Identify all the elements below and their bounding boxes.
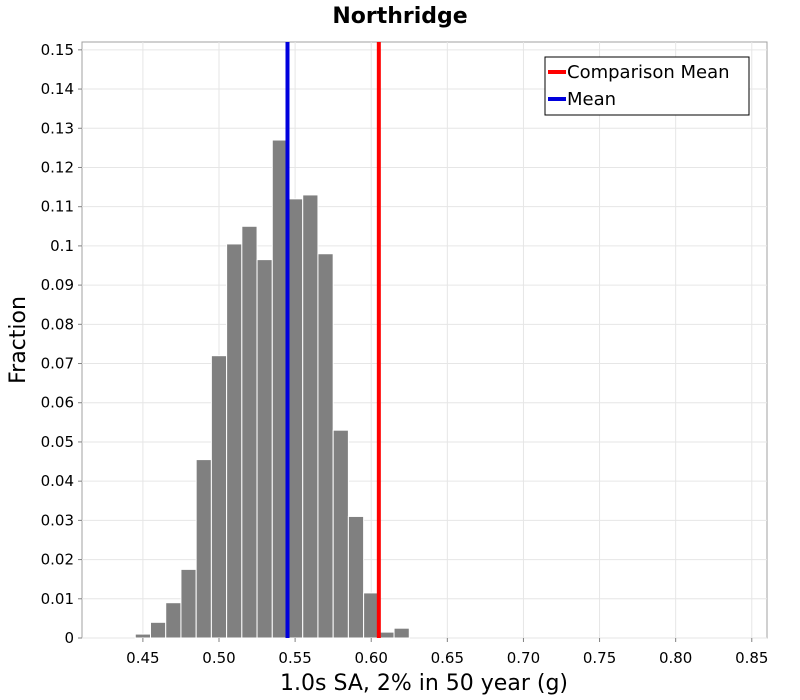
mean-lines [285, 42, 381, 638]
histogram-bar [210, 355, 228, 639]
y-tick-label: 0.02 [41, 551, 74, 569]
histogram-bars [134, 139, 410, 639]
y-tick-label: 0.09 [41, 276, 74, 294]
legend: Comparison Mean Mean [544, 56, 750, 116]
histogram-bar [226, 243, 243, 639]
x-tick-label: 0.80 [659, 649, 692, 667]
x-tick-label: 0.65 [431, 649, 464, 667]
x-axis-ticks: 0.45 0.50 0.55 0.60 0.65 0.70 0.75 0.80 0.85 [126, 638, 768, 667]
legend-label-comparison-mean: Comparison Mean [567, 62, 730, 83]
histogram-bar [347, 515, 365, 639]
y-tick-label: 0.14 [41, 80, 74, 98]
y-tick-label: 0 [64, 629, 74, 647]
histogram-bar [134, 633, 151, 639]
legend-box [544, 56, 750, 116]
histogram-bar [287, 198, 304, 639]
x-tick-label: 0.50 [202, 649, 235, 667]
histogram-bar [150, 621, 167, 639]
y-tick-label: 0.01 [41, 590, 74, 608]
y-axis-label: Fraction [6, 296, 31, 384]
y-tick-label: 0.05 [41, 433, 74, 451]
histogram-bar [317, 253, 334, 639]
x-tick-label: 0.55 [278, 649, 311, 667]
histogram-bar [241, 225, 258, 639]
x-tick-label: 0.45 [126, 649, 159, 667]
y-tick-label: 0.04 [41, 472, 74, 490]
y-tick-label: 0.1 [50, 237, 74, 255]
y-tick-label: 0.15 [41, 41, 74, 59]
histogram-bar [256, 259, 273, 639]
x-axis-label: 1.0s SA, 2% in 50 year (g) [280, 671, 568, 696]
y-tick-label: 0.11 [41, 198, 74, 216]
y-tick-label: 0.06 [41, 394, 74, 412]
histogram-bar [332, 429, 349, 639]
histogram-bar [302, 194, 319, 639]
x-tick-label: 0.85 [735, 649, 768, 667]
x-tick-label: 0.70 [507, 649, 540, 667]
y-tick-label: 0.03 [41, 511, 74, 529]
chart-title: Northridge [332, 4, 467, 29]
histogram-bar [363, 592, 380, 639]
y-tick-label: 0.07 [41, 355, 74, 373]
legend-label-mean: Mean [567, 89, 616, 110]
histogram-bar [271, 139, 288, 639]
y-tick-label: 0.13 [41, 119, 74, 137]
histogram-bar [393, 627, 410, 639]
histogram-bar [378, 631, 395, 639]
x-tick-label: 0.75 [583, 649, 616, 667]
y-tick-label: 0.12 [41, 158, 74, 176]
y-tick-label: 0.08 [41, 315, 74, 333]
histogram-bar [165, 602, 182, 639]
histogram-bar [195, 459, 212, 639]
y-axis-ticks: 0 0.01 0.02 0.03 0.04 0.05 0.06 0.07 0.08 0.09 0.1… [41, 41, 82, 647]
histogram-bar [180, 568, 197, 639]
x-tick-label: 0.60 [355, 649, 388, 667]
plot-area [81, 41, 768, 639]
